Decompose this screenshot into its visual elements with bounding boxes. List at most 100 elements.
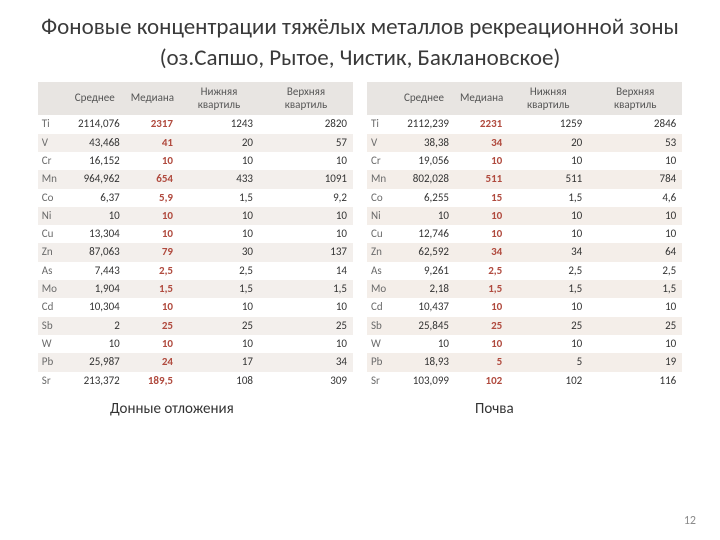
value-cell: 10 bbox=[455, 298, 508, 316]
value-cell: 10,304 bbox=[64, 298, 126, 316]
table-row: Ni10101010 bbox=[38, 207, 353, 225]
element-cell: Sr bbox=[367, 372, 393, 390]
value-cell: 2,5 bbox=[126, 262, 179, 280]
element-cell: Zn bbox=[38, 243, 64, 261]
value-cell: 10 bbox=[126, 298, 179, 316]
element-cell: Ni bbox=[367, 207, 393, 225]
col-header: Медиана bbox=[126, 82, 179, 115]
col-header bbox=[38, 82, 64, 115]
value-cell: 10 bbox=[508, 152, 588, 170]
table-row: Zn62,592343464 bbox=[367, 243, 682, 261]
value-cell: 1,5 bbox=[508, 280, 588, 298]
table-row: Ti2112,239223112592846 bbox=[367, 115, 682, 133]
table-row: Sb2252525 bbox=[38, 317, 353, 335]
table-row: Cu13,304101010 bbox=[38, 225, 353, 243]
value-cell: 433 bbox=[179, 170, 259, 188]
value-cell: 6,37 bbox=[64, 189, 126, 207]
table-row: W10101010 bbox=[367, 335, 682, 353]
value-cell: 189,5 bbox=[126, 372, 179, 390]
value-cell: 964,962 bbox=[64, 170, 126, 188]
value-cell: 34 bbox=[259, 353, 353, 371]
value-cell: 25 bbox=[508, 317, 588, 335]
value-cell: 10 bbox=[508, 207, 588, 225]
element-cell: W bbox=[367, 335, 393, 353]
table-right-body: Ti2112,239223112592846V38,38342053Cr19,0… bbox=[367, 115, 682, 389]
value-cell: 10 bbox=[508, 225, 588, 243]
value-cell: 25 bbox=[126, 317, 179, 335]
value-cell: 14 bbox=[259, 262, 353, 280]
value-cell: 4,6 bbox=[588, 189, 682, 207]
element-cell: As bbox=[38, 262, 64, 280]
value-cell: 20 bbox=[179, 134, 259, 152]
value-cell: 18,93 bbox=[393, 353, 455, 371]
value-cell: 116 bbox=[588, 372, 682, 390]
value-cell: 10 bbox=[455, 225, 508, 243]
table-row: As7,4432,52,514 bbox=[38, 262, 353, 280]
value-cell: 1091 bbox=[259, 170, 353, 188]
page-title: Фоновые концентрации тяжёлых металлов ре… bbox=[0, 0, 720, 82]
value-cell: 10 bbox=[126, 152, 179, 170]
value-cell: 19 bbox=[588, 353, 682, 371]
table-row: Cu12,746101010 bbox=[367, 225, 682, 243]
table-row: Pb25,987241734 bbox=[38, 353, 353, 371]
value-cell: 20 bbox=[508, 134, 588, 152]
table-left-header: СреднееМедианаНижняяквартильВерхняякварт… bbox=[38, 82, 353, 115]
value-cell: 10 bbox=[508, 335, 588, 353]
col-header bbox=[367, 82, 393, 115]
value-cell: 10,437 bbox=[393, 298, 455, 316]
value-cell: 10 bbox=[393, 207, 455, 225]
element-cell: Cr bbox=[367, 152, 393, 170]
value-cell: 2,18 bbox=[393, 280, 455, 298]
value-cell: 10 bbox=[259, 225, 353, 243]
value-cell: 103,099 bbox=[393, 372, 455, 390]
value-cell: 10 bbox=[588, 335, 682, 353]
table-row: Sr103,099102102116 bbox=[367, 372, 682, 390]
element-cell: Mo bbox=[38, 280, 64, 298]
value-cell: 784 bbox=[588, 170, 682, 188]
value-cell: 53 bbox=[588, 134, 682, 152]
table-right: СреднееМедианаНижняяквартильВерхняякварт… bbox=[367, 82, 682, 390]
value-cell: 1,5 bbox=[588, 280, 682, 298]
table-row: Pb18,935519 bbox=[367, 353, 682, 371]
value-cell: 1,5 bbox=[508, 189, 588, 207]
value-cell: 1,5 bbox=[179, 280, 259, 298]
element-cell: Cr bbox=[38, 152, 64, 170]
element-cell: V bbox=[367, 134, 393, 152]
value-cell: 41 bbox=[126, 134, 179, 152]
element-cell: Zn bbox=[367, 243, 393, 261]
value-cell: 10 bbox=[455, 207, 508, 225]
value-cell: 1243 bbox=[179, 115, 259, 133]
value-cell: 10 bbox=[179, 152, 259, 170]
element-cell: Mo bbox=[367, 280, 393, 298]
value-cell: 19,056 bbox=[393, 152, 455, 170]
value-cell: 511 bbox=[455, 170, 508, 188]
value-cell: 10 bbox=[588, 225, 682, 243]
col-header: Среднее bbox=[64, 82, 126, 115]
value-cell: 1,5 bbox=[455, 280, 508, 298]
value-cell: 108 bbox=[179, 372, 259, 390]
value-cell: 10 bbox=[259, 207, 353, 225]
value-cell: 25,987 bbox=[64, 353, 126, 371]
value-cell: 2,5 bbox=[508, 262, 588, 280]
value-cell: 24 bbox=[126, 353, 179, 371]
value-cell: 10 bbox=[126, 207, 179, 225]
value-cell: 10 bbox=[64, 335, 126, 353]
value-cell: 309 bbox=[259, 372, 353, 390]
value-cell: 57 bbox=[259, 134, 353, 152]
value-cell: 25 bbox=[179, 317, 259, 335]
value-cell: 87,063 bbox=[64, 243, 126, 261]
value-cell: 9,2 bbox=[259, 189, 353, 207]
value-cell: 10 bbox=[179, 335, 259, 353]
value-cell: 17 bbox=[179, 353, 259, 371]
value-cell: 34 bbox=[455, 134, 508, 152]
col-header: Медиана bbox=[455, 82, 508, 115]
value-cell: 12,746 bbox=[393, 225, 455, 243]
value-cell: 10 bbox=[126, 335, 179, 353]
value-cell: 10 bbox=[64, 207, 126, 225]
table-row: Mo1,9041,51,51,5 bbox=[38, 280, 353, 298]
table-right-header: СреднееМедианаНижняяквартильВерхняякварт… bbox=[367, 82, 682, 115]
table-row: W10101010 bbox=[38, 335, 353, 353]
value-cell: 43,468 bbox=[64, 134, 126, 152]
element-cell: Mn bbox=[367, 170, 393, 188]
value-cell: 102 bbox=[455, 372, 508, 390]
